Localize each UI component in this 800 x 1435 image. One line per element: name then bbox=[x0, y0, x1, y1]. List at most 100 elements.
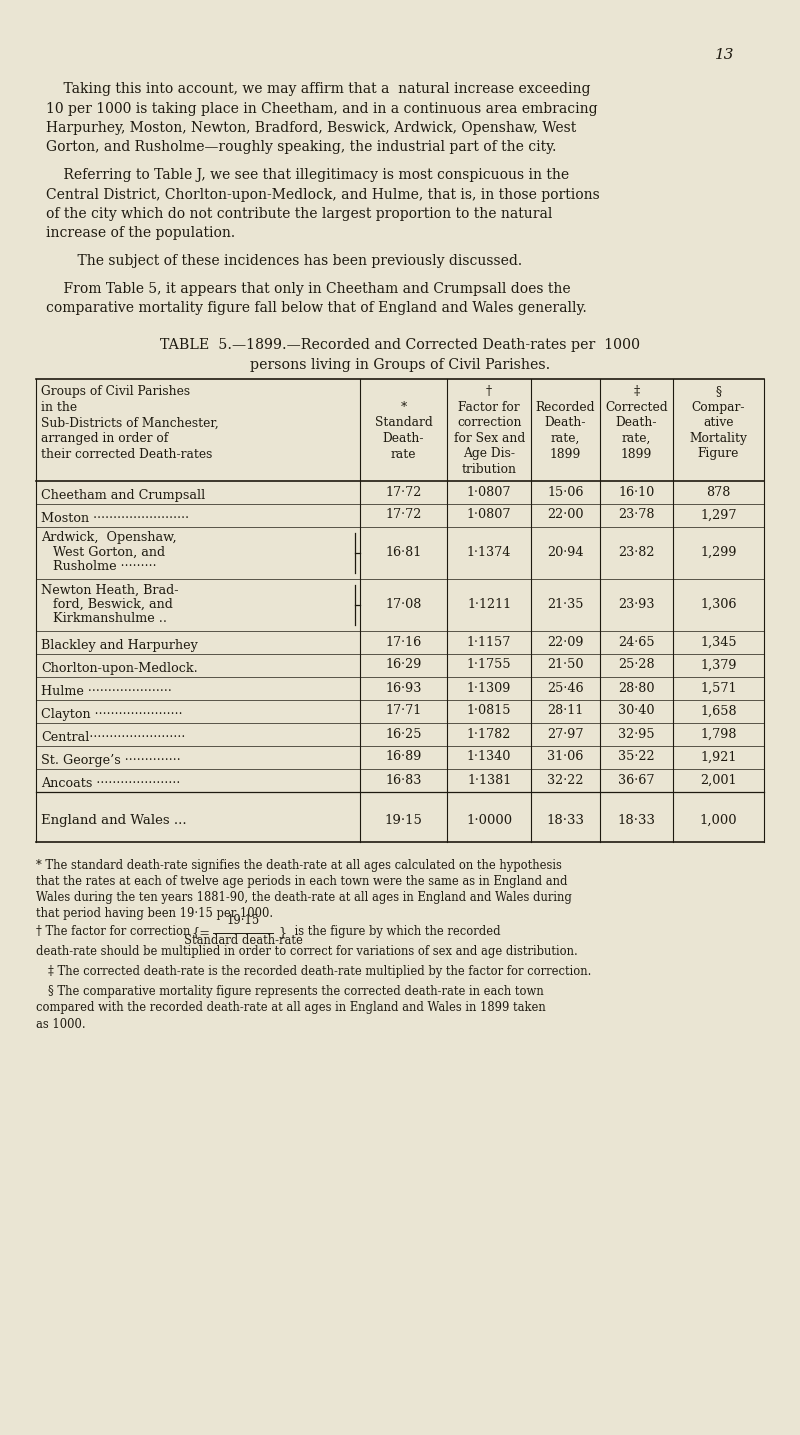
Text: 1·0000: 1·0000 bbox=[466, 814, 512, 827]
Text: 13: 13 bbox=[715, 47, 734, 62]
Text: *: * bbox=[401, 400, 406, 415]
Text: 1·0807: 1·0807 bbox=[467, 485, 511, 498]
Text: 18·33: 18·33 bbox=[546, 814, 585, 827]
Text: 17·71: 17·71 bbox=[386, 705, 422, 718]
Text: 1,306: 1,306 bbox=[700, 598, 737, 611]
Text: Referring to Table J, we see that illegitimacy is most conspicuous in the: Referring to Table J, we see that illegi… bbox=[46, 168, 569, 182]
Text: {=: {= bbox=[191, 926, 210, 938]
Text: 1·1157: 1·1157 bbox=[467, 636, 511, 649]
Text: St. George’s ··············: St. George’s ·············· bbox=[41, 753, 181, 766]
Text: 24·65: 24·65 bbox=[618, 636, 655, 649]
Text: rate,: rate, bbox=[551, 432, 580, 445]
Text: death-rate should be multiplied in order to correct for variations of sex and ag: death-rate should be multiplied in order… bbox=[36, 946, 578, 959]
Text: 16·10: 16·10 bbox=[618, 485, 654, 498]
Text: 23·93: 23·93 bbox=[618, 598, 655, 611]
Text: Standard: Standard bbox=[374, 416, 433, 429]
Text: From Table 5, it appears that only in Cheetham and Crumpsall does the: From Table 5, it appears that only in Ch… bbox=[46, 281, 570, 296]
Text: 36·67: 36·67 bbox=[618, 773, 655, 786]
Text: 35·22: 35·22 bbox=[618, 751, 655, 763]
Text: TABLE  5.—1899.—Recorded and Corrected Death-rates per  1000: TABLE 5.—1899.—Recorded and Corrected De… bbox=[160, 339, 640, 353]
Text: The subject of these incidences has been previously discussed.: The subject of these incidences has been… bbox=[60, 254, 522, 268]
Text: Hulme ·····················: Hulme ····················· bbox=[41, 684, 172, 697]
Text: 15·06: 15·06 bbox=[547, 485, 584, 498]
Text: 1,297: 1,297 bbox=[700, 508, 737, 521]
Text: 1,798: 1,798 bbox=[700, 728, 737, 740]
Text: England and Wales ...: England and Wales ... bbox=[41, 814, 186, 827]
Text: persons living in Groups of Civil Parishes.: persons living in Groups of Civil Parish… bbox=[250, 359, 550, 373]
Text: 32·22: 32·22 bbox=[547, 773, 584, 786]
Text: 21·35: 21·35 bbox=[547, 598, 584, 611]
Text: Death-: Death- bbox=[545, 416, 586, 429]
Text: Figure: Figure bbox=[698, 448, 739, 461]
Text: 18·33: 18·33 bbox=[618, 814, 656, 827]
Text: 10 per 1000 is taking place in Cheetham, and in a continuous area embracing: 10 per 1000 is taking place in Cheetham,… bbox=[46, 102, 598, 115]
Text: 1,345: 1,345 bbox=[700, 636, 737, 649]
Text: Factor for: Factor for bbox=[458, 400, 520, 415]
Text: Central························: Central························ bbox=[41, 730, 186, 743]
Text: Clayton ······················: Clayton ······················ bbox=[41, 707, 182, 720]
Text: rate: rate bbox=[391, 448, 416, 461]
Text: * The standard death-rate signifies the death-rate at all ages calculated on the: * The standard death-rate signifies the … bbox=[36, 860, 562, 872]
Text: 1·0807: 1·0807 bbox=[467, 508, 511, 521]
Text: 23·82: 23·82 bbox=[618, 545, 655, 560]
Text: 30·40: 30·40 bbox=[618, 705, 655, 718]
Text: ‡: ‡ bbox=[634, 386, 640, 399]
Text: 17·08: 17·08 bbox=[386, 598, 422, 611]
Text: West Gorton, and: West Gorton, and bbox=[41, 545, 165, 558]
Text: 31·06: 31·06 bbox=[547, 751, 584, 763]
Text: Taking this into account, we may affirm that a  natural increase exceeding: Taking this into account, we may affirm … bbox=[46, 82, 590, 96]
Text: of the city which do not contribute the largest proportion to the natural: of the city which do not contribute the … bbox=[46, 207, 552, 221]
Text: comparative mortality figure fall below that of England and Wales generally.: comparative mortality figure fall below … bbox=[46, 301, 586, 316]
Text: arranged in order of: arranged in order of bbox=[41, 432, 168, 445]
Text: 32·95: 32·95 bbox=[618, 728, 655, 740]
Text: Gorton, and Rusholme—roughly speaking, the industrial part of the city.: Gorton, and Rusholme—roughly speaking, t… bbox=[46, 141, 556, 155]
Text: 22·00: 22·00 bbox=[547, 508, 584, 521]
Text: 19·15: 19·15 bbox=[226, 914, 260, 927]
Text: † The factor for correction: † The factor for correction bbox=[36, 926, 194, 938]
Text: 2,001: 2,001 bbox=[700, 773, 737, 786]
Text: increase of the population.: increase of the population. bbox=[46, 227, 235, 241]
Text: 1·1211: 1·1211 bbox=[467, 598, 511, 611]
Text: Kirkmanshulme ..: Kirkmanshulme .. bbox=[41, 611, 167, 624]
Text: Rusholme ·········: Rusholme ········· bbox=[41, 560, 157, 573]
Text: Chorlton-upon-Medlock.: Chorlton-upon-Medlock. bbox=[41, 662, 198, 674]
Text: 22·09: 22·09 bbox=[547, 636, 584, 649]
Text: 878: 878 bbox=[706, 485, 730, 498]
Text: 25·46: 25·46 bbox=[547, 682, 584, 695]
Text: Death-: Death- bbox=[616, 416, 658, 429]
Text: 1,000: 1,000 bbox=[700, 814, 738, 827]
Text: Age Dis-: Age Dis- bbox=[463, 448, 515, 461]
Text: Central District, Chorlton-upon-Medlock, and Hulme, that is, in those portions: Central District, Chorlton-upon-Medlock,… bbox=[46, 188, 600, 201]
Text: Compar-: Compar- bbox=[692, 400, 746, 415]
Text: 23·78: 23·78 bbox=[618, 508, 655, 521]
Text: Mortality: Mortality bbox=[690, 432, 747, 445]
Text: 1·1374: 1·1374 bbox=[467, 545, 511, 560]
Text: Recorded: Recorded bbox=[536, 400, 595, 415]
Text: Wales during the ten years 1881-90, the death-rate at all ages in England and Wa: Wales during the ten years 1881-90, the … bbox=[36, 891, 572, 904]
Text: 16·25: 16·25 bbox=[386, 728, 422, 740]
Text: 1·1309: 1·1309 bbox=[467, 682, 511, 695]
Text: Standard death-rate: Standard death-rate bbox=[183, 934, 302, 947]
Text: 1899: 1899 bbox=[621, 448, 652, 461]
Text: 1,921: 1,921 bbox=[700, 751, 737, 763]
Text: 19·15: 19·15 bbox=[385, 814, 422, 827]
Text: 1·1381: 1·1381 bbox=[467, 773, 511, 786]
Text: Cheetham and Crumpsall: Cheetham and Crumpsall bbox=[41, 489, 206, 502]
Text: that period having been 19·15 per 1000.: that period having been 19·15 per 1000. bbox=[36, 907, 273, 920]
Text: 1,299: 1,299 bbox=[700, 545, 737, 560]
Text: 1,658: 1,658 bbox=[700, 705, 737, 718]
Text: †: † bbox=[486, 386, 492, 399]
Text: §: § bbox=[715, 386, 722, 399]
Text: § The comparative mortality figure represents the corrected death-rate in each t: § The comparative mortality figure repre… bbox=[48, 986, 544, 999]
Text: correction: correction bbox=[457, 416, 522, 429]
Text: Newton Heath, Brad-: Newton Heath, Brad- bbox=[41, 584, 178, 597]
Text: Harpurhey, Moston, Newton, Bradford, Beswick, Ardwick, Openshaw, West: Harpurhey, Moston, Newton, Bradford, Bes… bbox=[46, 121, 576, 135]
Text: 16·93: 16·93 bbox=[386, 682, 422, 695]
Text: tribution: tribution bbox=[462, 464, 517, 476]
Text: 1899: 1899 bbox=[550, 448, 582, 461]
Text: Moston ························: Moston ························ bbox=[41, 512, 189, 525]
Text: that the rates at each of twelve age periods in each town were the same as in En: that the rates at each of twelve age per… bbox=[36, 875, 567, 888]
Text: 16·29: 16·29 bbox=[386, 659, 422, 672]
Text: for Sex and: for Sex and bbox=[454, 432, 525, 445]
Text: 1,571: 1,571 bbox=[700, 682, 737, 695]
